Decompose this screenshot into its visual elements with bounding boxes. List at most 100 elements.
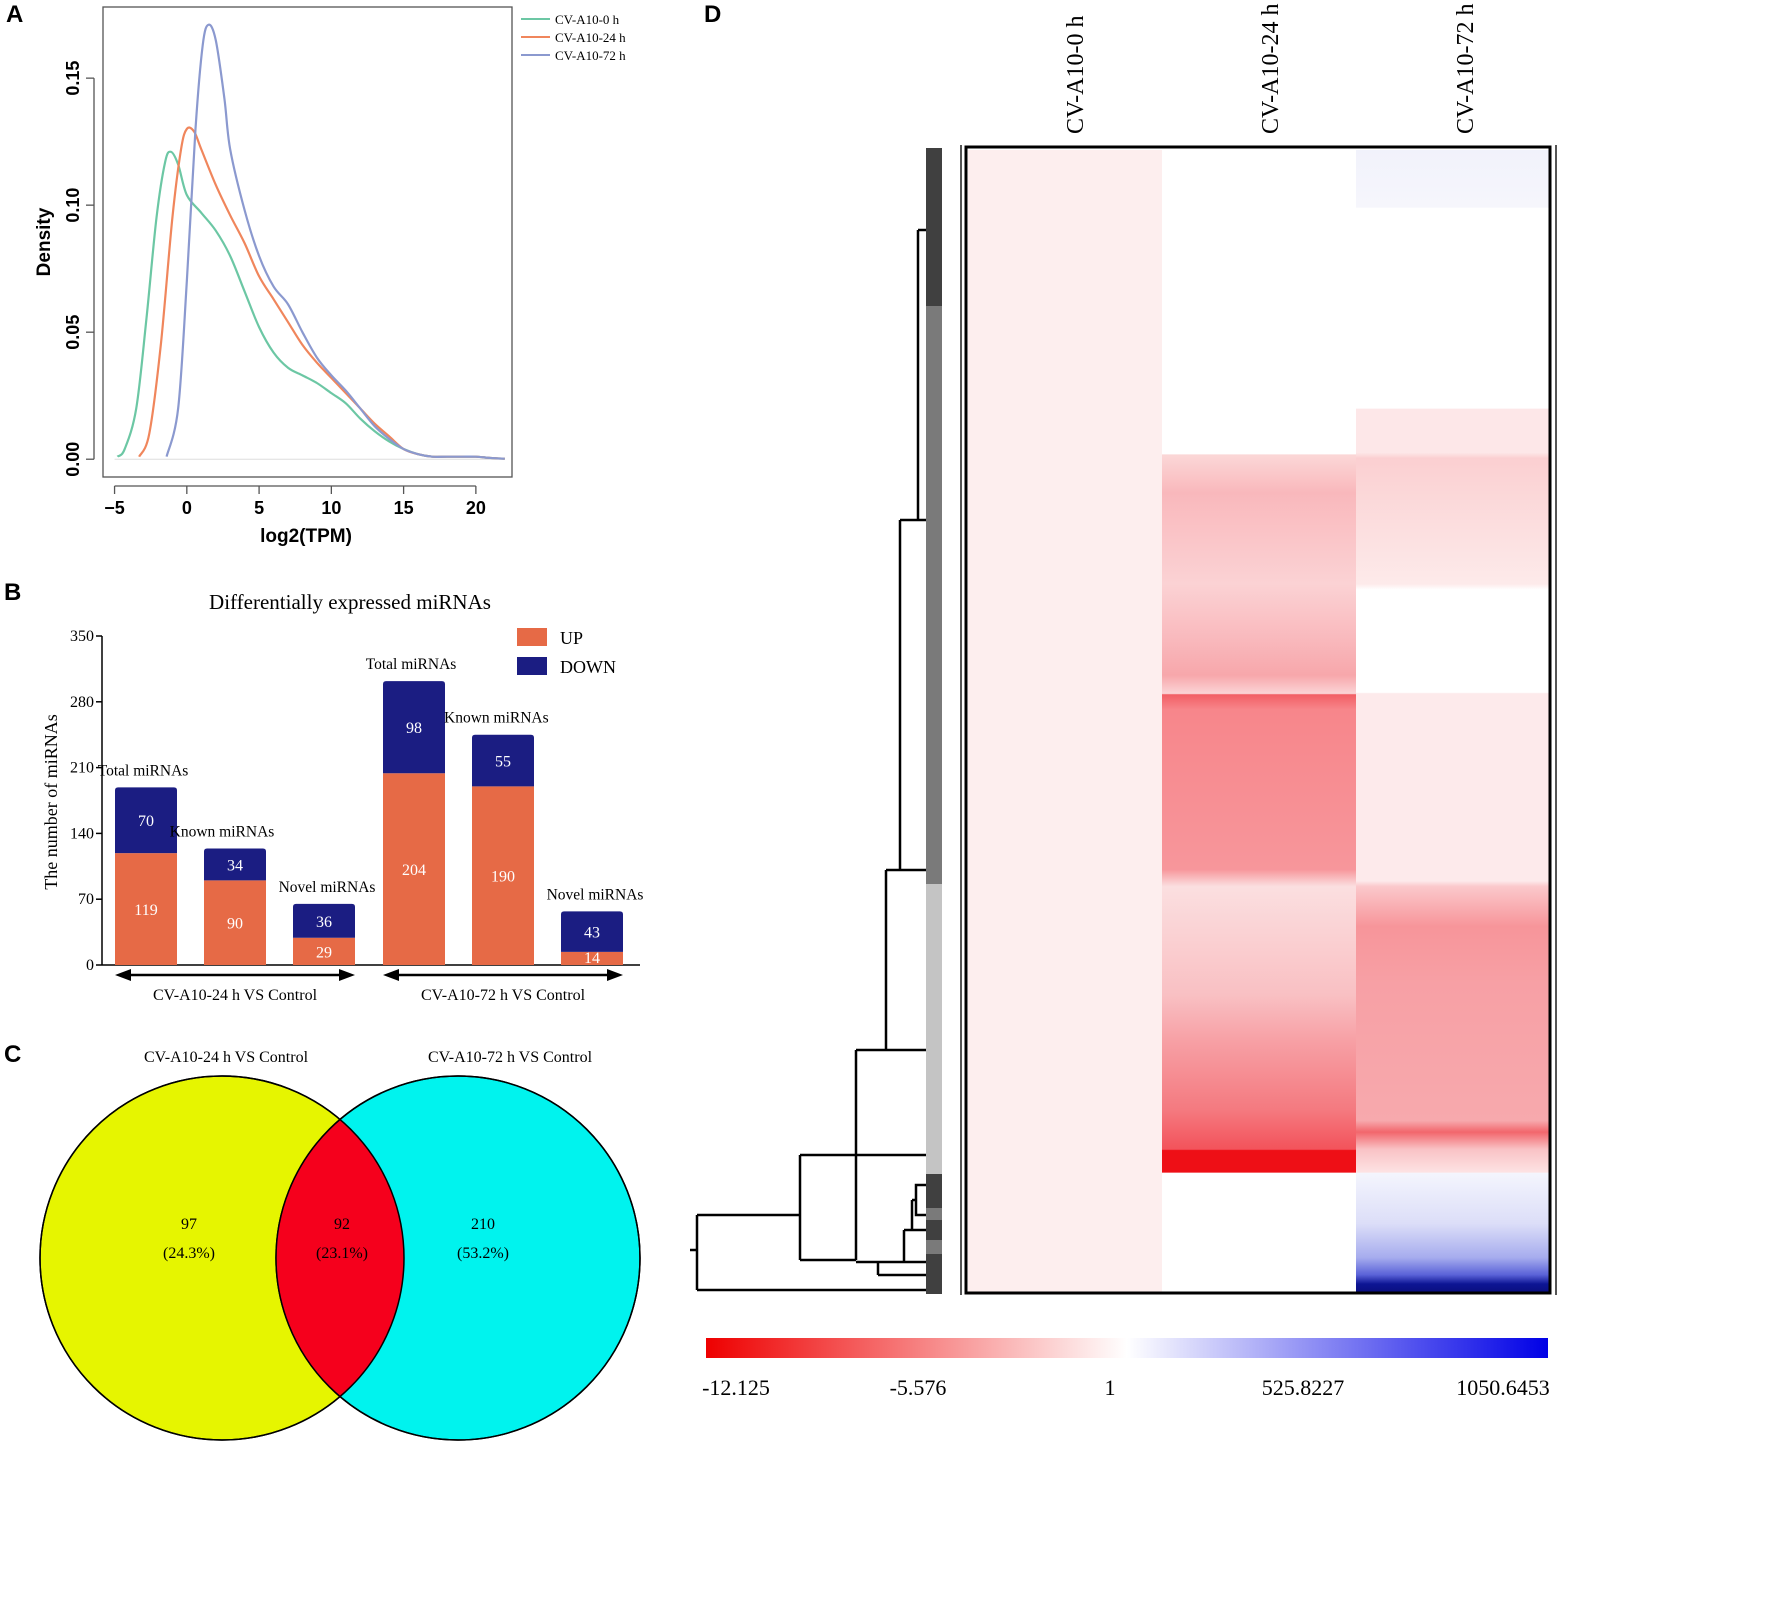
cluster-band xyxy=(926,148,942,306)
x-tick-label: 5 xyxy=(254,498,264,518)
panel-label-c: C xyxy=(4,1041,21,1068)
legend-label: CV-A10-24 h xyxy=(555,30,626,45)
legend: UP DOWN xyxy=(517,628,616,677)
stacked-bars: 119 70 Total miRNAs 90 34 Known miRNAs 29 36 Nov… xyxy=(98,656,644,967)
bar-up-segment xyxy=(472,786,534,965)
panel-d-heatmap: D xyxy=(690,1,1557,1400)
venn-overlap-percent: (23.1%) xyxy=(316,1245,368,1262)
cluster-band xyxy=(926,1220,942,1240)
y-tick-label: 0 xyxy=(86,957,94,974)
venn-set-right-label: CV-A10-72 h VS Control xyxy=(428,1049,593,1066)
cluster-band xyxy=(926,1240,942,1254)
y-tick-label: 0.10 xyxy=(63,188,83,223)
cluster-band xyxy=(926,1174,942,1208)
cluster-band xyxy=(926,1254,942,1294)
group-arrow-head xyxy=(115,969,131,981)
y-axis-title: The number of miRNAs xyxy=(41,714,61,889)
colorbar-label: 525.8227 xyxy=(1262,1375,1345,1400)
bar-down-label: 34 xyxy=(227,857,243,874)
group-arrow-head xyxy=(339,969,355,981)
x-tick-label: 0 xyxy=(182,498,192,518)
x-axis-title: log2(TPM) xyxy=(260,526,352,547)
bar-down-segment xyxy=(115,787,177,854)
group-axis: CV-A10-24 h VS Control CV-A10-72 h VS Con… xyxy=(115,969,623,1004)
cluster-band xyxy=(926,306,942,884)
colorbar-label: 1050.6453 xyxy=(1456,1375,1550,1400)
bar-category-label: Novel miRNAs xyxy=(279,879,376,896)
x-tick-label: 20 xyxy=(466,498,486,518)
panel-label-d: D xyxy=(704,1,721,28)
bar-down-segment xyxy=(472,734,534,787)
bar-up-segment xyxy=(293,937,355,965)
legend-label: CV-A10-72 h xyxy=(555,48,626,63)
bar-category-label: Novel miRNAs xyxy=(547,886,644,903)
axes: 0 70 140 210 280 350 xyxy=(70,628,640,974)
colorbar-label: -5.576 xyxy=(890,1375,947,1400)
bar-down-segment xyxy=(293,903,355,938)
bar-up-segment xyxy=(383,773,445,965)
bar-down-label: 55 xyxy=(495,754,511,771)
y-tick-label: 350 xyxy=(70,628,94,645)
venn-right-percent: (53.2%) xyxy=(457,1245,509,1262)
y-tick-label: 210 xyxy=(70,760,94,777)
colorbar xyxy=(706,1338,1548,1358)
bar-up-segment xyxy=(204,880,266,965)
heatmap-frame xyxy=(964,145,1552,1295)
group-label: CV-A10-24 h VS Control xyxy=(153,987,318,1004)
venn-set-left-outline xyxy=(39,1075,405,1441)
heatmap-column-label: CV-A10-24 h xyxy=(1258,4,1284,134)
panel-label-a: A xyxy=(6,1,23,28)
y-tick-label: 0.05 xyxy=(63,315,83,350)
bar-down-label: 70 xyxy=(138,813,154,830)
venn-right-count: 210 xyxy=(471,1216,495,1233)
group-arrow-head xyxy=(607,969,623,981)
colorbar-label: 1 xyxy=(1105,1375,1116,1400)
x-tick-label: 15 xyxy=(394,498,414,518)
bar-up-label: 204 xyxy=(402,862,426,879)
density-series-line xyxy=(165,23,505,460)
y-tick-label: 0.00 xyxy=(63,442,83,477)
bar-category-label: Total miRNAs xyxy=(98,762,189,779)
bar-up-segment xyxy=(115,853,177,965)
venn-left-percent: (24.3%) xyxy=(163,1245,215,1262)
venn-set-left-label: CV-A10-24 h VS Control xyxy=(144,1049,309,1066)
bar-down-label: 36 xyxy=(316,914,332,931)
dendrogram xyxy=(690,228,926,1292)
plot-frame xyxy=(102,6,513,478)
heatmap-column xyxy=(968,150,1162,1292)
bar-up-label: 14 xyxy=(584,950,600,967)
y-tick-label: 0.15 xyxy=(63,61,83,96)
legend-label: UP xyxy=(560,628,583,648)
group-arrow-head xyxy=(383,969,399,981)
bar-down-label: 43 xyxy=(584,925,600,942)
axis-ticks: −5 0 5 10 15 20 0.00 0.05 0.10 0.15 xyxy=(63,61,505,518)
panel-a-density-plot: A −5 0 5 10 15 20 0.00 0.05 0.10 0.15 log2(TPM) D… xyxy=(6,1,626,547)
bar-up-label: 119 xyxy=(134,902,157,919)
bar-up-label: 90 xyxy=(227,916,243,933)
bar-down-label: 98 xyxy=(406,720,422,737)
colorbar-label: -12.125 xyxy=(702,1375,770,1400)
heatmap-column xyxy=(1356,150,1550,1292)
y-axis-title: Density xyxy=(34,207,55,276)
y-tick-label: 140 xyxy=(70,825,94,842)
heatmap-column-label: CV-A10-0 h xyxy=(1063,16,1089,134)
cluster-band xyxy=(926,884,942,1174)
heatmap-column-label: CV-A10-72 h xyxy=(1453,4,1479,134)
heatmap-column xyxy=(1162,150,1356,1292)
cluster-band xyxy=(926,1208,942,1220)
bar-category-label: Known miRNAs xyxy=(444,710,549,727)
panel-b-bar-chart: B Differentially expressed miRNAs The nu… xyxy=(4,579,643,1004)
venn-overlap-count: 92 xyxy=(334,1216,350,1233)
bar-down-segment xyxy=(561,911,623,952)
legend: CV-A10-0 h CV-A10-24 h CV-A10-72 h xyxy=(521,12,626,63)
venn-left-count: 97 xyxy=(181,1216,197,1233)
venn-set-right-outline xyxy=(275,1075,641,1441)
x-tick-label: 10 xyxy=(321,498,341,518)
bar-category-label: Total miRNAs xyxy=(366,656,457,673)
bar-up-segment xyxy=(561,951,623,965)
group-label: CV-A10-72 h VS Control xyxy=(421,987,586,1004)
bar-up-label: 29 xyxy=(316,944,332,961)
bar-down-segment xyxy=(383,681,445,774)
density-series-line xyxy=(138,126,505,460)
